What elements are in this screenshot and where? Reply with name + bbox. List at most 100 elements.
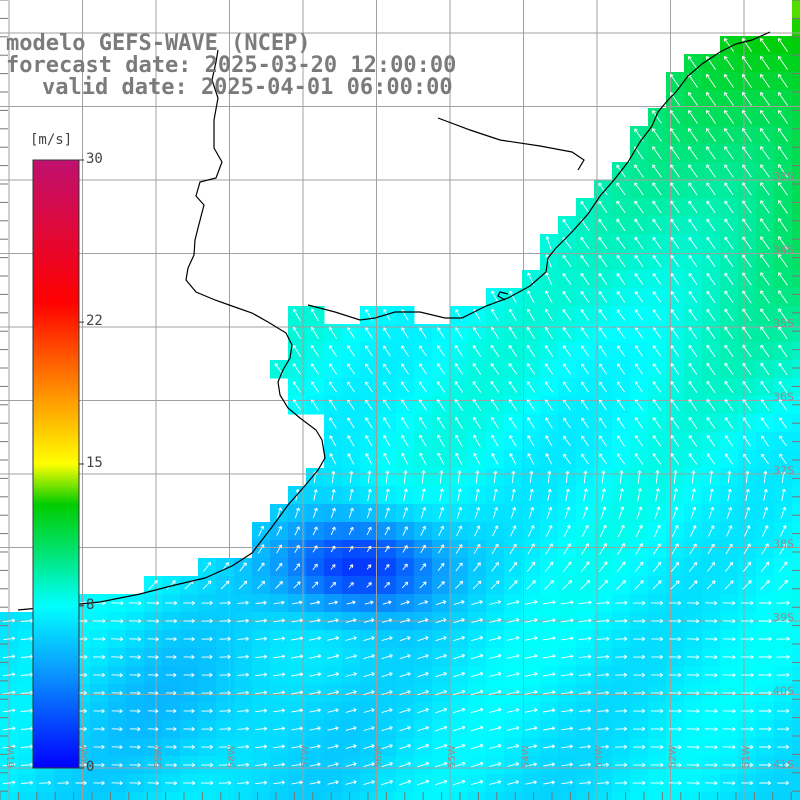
- wind-arrow: [456, 506, 463, 519]
- wind-arrow: [598, 291, 608, 303]
- wind-arrow: [652, 345, 662, 357]
- wind-arrow: [740, 637, 754, 642]
- wind-arrow: [385, 470, 390, 484]
- wind-arrow: [309, 672, 322, 677]
- wind-arrow: [688, 326, 698, 339]
- wind-arrow: [455, 452, 463, 466]
- wind-arrow: [165, 672, 177, 678]
- wind-arrow: [381, 761, 393, 768]
- wind-arrow: [129, 673, 141, 678]
- wind-arrow: [524, 690, 538, 695]
- wind-arrow: [597, 672, 610, 677]
- longitude-label: 55W: [447, 745, 458, 768]
- wind-arrow: [401, 363, 409, 375]
- wind-arrow: [669, 637, 682, 642]
- wind-arrow: [453, 671, 466, 678]
- wind-arrow: [634, 381, 643, 393]
- wind-arrow: [506, 708, 520, 713]
- wind-arrow: [706, 272, 716, 285]
- wind-arrow: [383, 327, 391, 339]
- wind-arrow: [740, 744, 754, 750]
- colorbar-tick: 0: [86, 759, 95, 775]
- wind-arrow: [726, 525, 733, 537]
- wind-arrow: [347, 453, 355, 465]
- wind-arrow: [580, 579, 591, 590]
- wind-arrow: [741, 780, 754, 786]
- wind-arrow: [543, 762, 555, 767]
- wind-arrow: [633, 636, 646, 642]
- wind-arrow: [705, 73, 716, 88]
- wind-arrow: [688, 344, 698, 357]
- wind-arrow: [579, 780, 591, 785]
- wind-arrow: [309, 708, 321, 713]
- wind-arrow: [508, 326, 518, 339]
- wind-arrow: [543, 726, 556, 731]
- wind-arrow: [670, 200, 680, 214]
- wind-arrow: [778, 236, 788, 250]
- wind-arrow: [381, 744, 393, 750]
- wind-arrow: [472, 345, 482, 357]
- wind-arrow: [778, 344, 788, 358]
- wind-arrow: [331, 489, 336, 501]
- wind-arrow: [581, 543, 589, 555]
- wind-arrow: [438, 525, 445, 537]
- wind-arrow: [578, 618, 592, 623]
- wind-arrow: [779, 525, 787, 537]
- wind-arrow: [401, 435, 409, 447]
- wind-arrow: [526, 399, 535, 411]
- wind-arrow: [401, 327, 409, 339]
- wind-arrow: [706, 182, 716, 196]
- wind-arrow: [706, 398, 716, 411]
- wind-arrow: [759, 128, 770, 142]
- wind-arrow: [740, 762, 754, 768]
- wind-arrow: [758, 672, 772, 678]
- wind-arrow: [704, 655, 718, 660]
- wind-arrow: [706, 326, 716, 340]
- wind-arrow: [276, 526, 283, 536]
- wind-arrow: [93, 672, 106, 678]
- wind-arrow: [529, 488, 534, 501]
- wind-arrow: [509, 308, 517, 322]
- wind-arrow: [526, 344, 536, 357]
- wind-arrow: [219, 762, 232, 767]
- wind-arrow: [616, 417, 625, 429]
- wind-arrow: [742, 182, 752, 196]
- wind-arrow: [652, 146, 662, 160]
- wind-arrow: [724, 164, 734, 178]
- wind-arrow: [471, 618, 483, 624]
- wind-arrow: [436, 345, 445, 357]
- wind-arrow: [237, 636, 249, 641]
- wind-arrow: [742, 146, 752, 160]
- colorbar-unit: [m/s]: [30, 132, 73, 148]
- wind-arrow: [417, 636, 429, 642]
- wind-arrow: [2, 708, 16, 713]
- wind-arrow: [309, 762, 321, 767]
- wind-arrow: [686, 745, 700, 750]
- colorbar-tick: 30: [86, 151, 103, 167]
- wind-arrow: [618, 506, 625, 520]
- latitude-label: 35S: [773, 317, 794, 330]
- wind-arrow: [544, 561, 554, 573]
- wind-arrow: [490, 344, 500, 357]
- wind-arrow: [634, 561, 644, 573]
- wind-arrow: [363, 654, 375, 660]
- wind-arrow: [634, 580, 644, 590]
- wind-arrow: [291, 654, 304, 659]
- wind-arrow: [273, 672, 286, 677]
- wind-arrow: [634, 327, 644, 339]
- wind-arrow: [438, 544, 445, 554]
- wind-arrow: [257, 562, 265, 572]
- wind-arrow: [201, 690, 213, 696]
- wind-arrow: [669, 73, 680, 88]
- wind-arrow: [455, 562, 463, 572]
- wind-arrow: [383, 363, 391, 375]
- wind-arrow: [598, 327, 608, 339]
- wind-arrow: [671, 543, 679, 555]
- wind-arrow: [619, 470, 624, 484]
- wind-arrow: [706, 453, 716, 465]
- wind-arrow: [309, 690, 322, 695]
- wind-arrow: [562, 218, 572, 231]
- wind-arrow: [652, 561, 662, 573]
- wind-arrow: [724, 561, 734, 572]
